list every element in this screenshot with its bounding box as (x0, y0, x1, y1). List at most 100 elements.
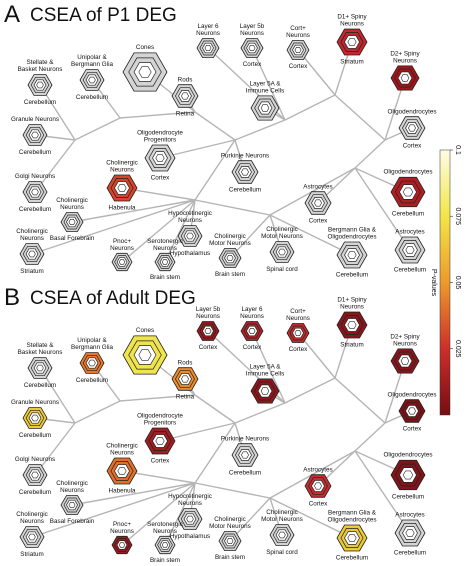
node-label: Layer 6 (241, 306, 263, 313)
hexagon-ring (116, 257, 128, 267)
hexagon-core (347, 534, 357, 542)
tree-edge (74, 117, 121, 141)
node-label: Cholinergic (106, 160, 138, 167)
node-label: Golgi Neurons (15, 173, 55, 180)
hexagon-core (186, 232, 194, 240)
hexagon-ring (202, 42, 214, 54)
cell-type-node: Pnoc+Neurons (110, 238, 134, 272)
hexagon-core (68, 502, 76, 508)
hexagon-ring (246, 42, 258, 54)
tree-edge (269, 497, 353, 539)
cell-type-node: Oligodendrocytes Cerebellum (383, 169, 432, 218)
hexagon-ring (133, 345, 157, 365)
node-label: Cones (136, 327, 154, 334)
hexagon-ring (30, 76, 50, 94)
hexagon-ring (292, 327, 304, 339)
tree-edge (354, 450, 411, 534)
node-label: Astrocytes (303, 183, 332, 190)
node-label: D2+ Spiny (390, 50, 420, 57)
hexagon-core (28, 250, 36, 258)
hexagon-ring (25, 248, 39, 260)
cell-type-node: Astrocytes Cortex (303, 466, 332, 507)
hexagon-ring (116, 540, 128, 550)
hexagon-ring (114, 538, 130, 552)
cell-type-node: Unipolar &Bergmann Glia Cerebellum (71, 54, 113, 101)
hexagon-ring (114, 255, 130, 269)
hexagon-core (138, 349, 152, 361)
hexagon-core (402, 187, 414, 197)
tree-edge (164, 199, 196, 263)
hexagon-ring (221, 250, 239, 266)
hexagon-core (248, 327, 256, 335)
hexagon-ring (148, 148, 172, 168)
node-label: Cort+ (290, 308, 306, 315)
node-label: Neurons (393, 57, 417, 64)
node-region: Striatum (340, 59, 363, 66)
hexagon-core (31, 131, 39, 139)
node-label: Bergmann Glia & (328, 510, 377, 517)
node-region: Cerebellum (229, 187, 261, 194)
hexagon-ring (238, 449, 252, 461)
node-label: Bergmann Glia (71, 344, 113, 351)
node-label: Neurons (196, 313, 220, 320)
node-label: Golgi Neurons (15, 456, 55, 463)
node-label: Cholinergic (266, 509, 298, 516)
node-label: Granule Neurons (11, 399, 59, 406)
hexagon-ring (399, 467, 417, 483)
node-label: Immune Cells (246, 370, 285, 377)
hexagon-core (260, 387, 270, 395)
hexagon-core (204, 44, 212, 52)
hexagon-ring (28, 412, 42, 424)
hexagon-ring (394, 180, 422, 204)
hexagon-ring (272, 526, 292, 544)
node-label: Hypocretinergic (168, 493, 212, 500)
hexagon-ring (234, 446, 256, 464)
colorbar-tick-label: 0.1 (454, 145, 461, 155)
panel-title: CSEA of P1 DEG (30, 5, 177, 26)
hexagon-ring (174, 87, 196, 105)
hexagon-ring (238, 166, 252, 178)
node-label: Progenitors (144, 137, 176, 144)
cell-type-node: Oligodendrocytes Cortex (387, 108, 436, 149)
node-region: Cerebellum (76, 94, 108, 101)
tree-edge (194, 394, 236, 424)
hexagon-ring (224, 252, 236, 264)
hexagon-core (161, 259, 169, 265)
hexagon-core (347, 321, 357, 329)
hexagon-core (402, 470, 414, 480)
hexagon-ring (114, 464, 130, 478)
hexagon-core (226, 538, 234, 545)
cell-type-node: Purkinje Neurons Cerebellum (221, 435, 269, 476)
cell-type-node: Granule Neurons Cerebellum (11, 116, 59, 156)
hexagon-core (405, 246, 415, 254)
tree-edge (121, 199, 196, 263)
node-label: Basket Neurons (18, 66, 63, 73)
node-label: Neurons (286, 32, 310, 39)
node-label: Stellate & (27, 342, 55, 349)
node-region: Habenula (109, 205, 136, 212)
colorbar-tick-label: 0.025 (454, 340, 461, 358)
hexagon-ring (180, 510, 200, 528)
hexagon-ring (178, 373, 192, 385)
cell-type-node: Purkinje Neurons Cerebellum (221, 152, 269, 193)
node-label: Neurons (60, 487, 84, 494)
node-label: Layer 6 (197, 23, 219, 30)
tree-edge (354, 167, 411, 251)
hexagon-ring (199, 40, 217, 56)
node-label: D1+ Spiny (337, 297, 367, 304)
hexagon-ring (254, 381, 276, 401)
node-label: Rods (178, 359, 193, 366)
hexagon-core (241, 168, 249, 176)
panel: B CSEA of Adult DEG Stellate &Basket Neuro… (4, 284, 437, 564)
cell-type-node: Layer 5A &Immune Cells (246, 80, 284, 121)
node-label: Layer 5b (196, 306, 221, 313)
hexagon-ring (22, 528, 42, 546)
